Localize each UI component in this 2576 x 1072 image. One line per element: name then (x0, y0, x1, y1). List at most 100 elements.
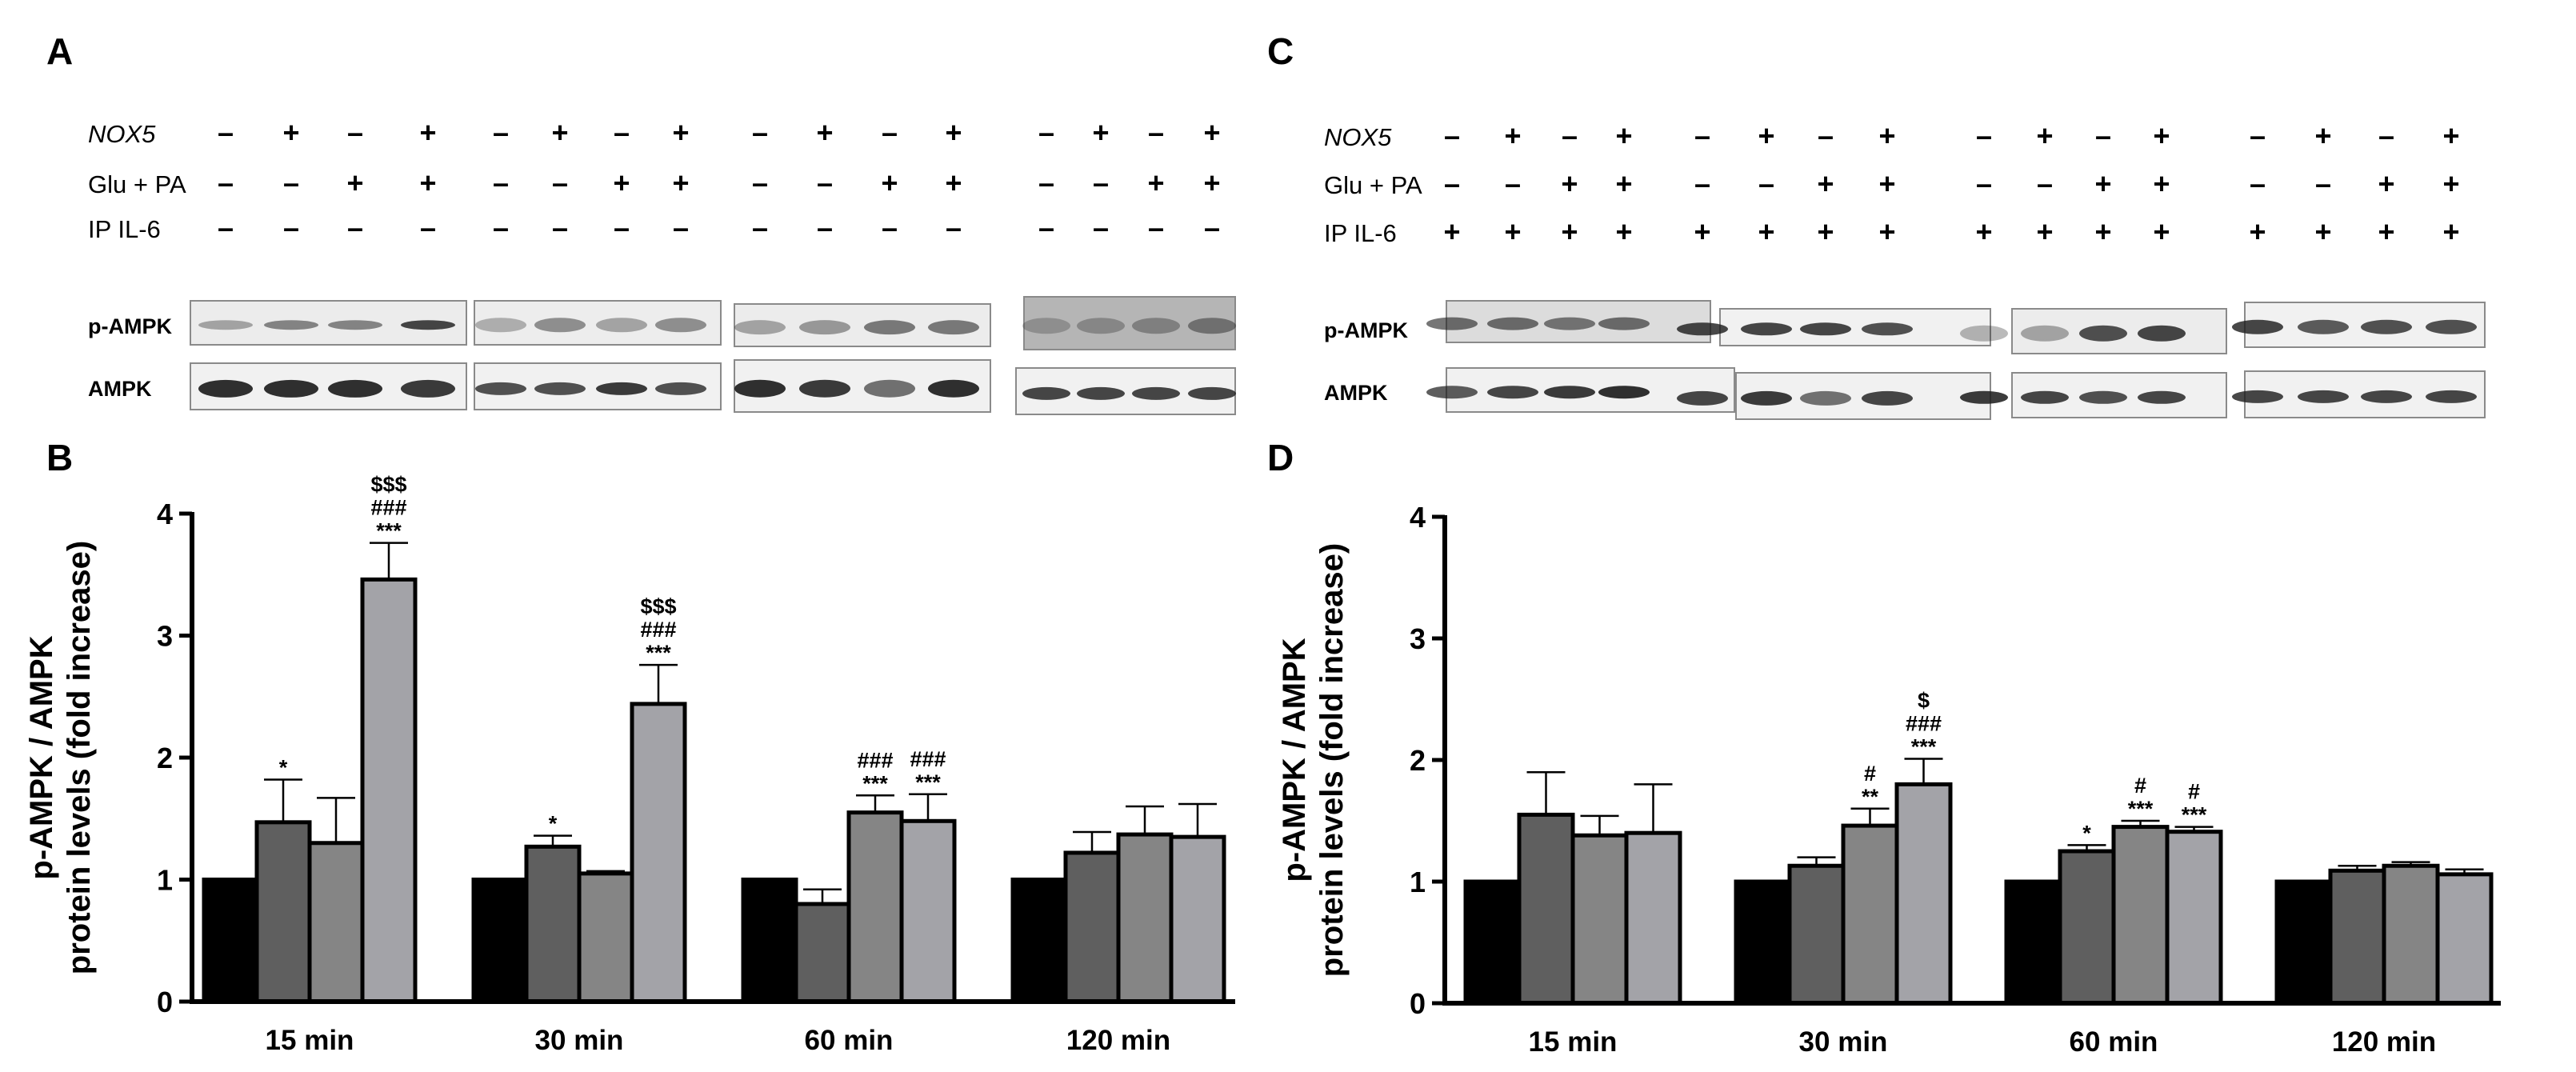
sign-glu-pa: – (1444, 167, 1460, 200)
sign-glu-pa: – (2315, 167, 2331, 200)
sign-glu-pa: – (1694, 167, 1710, 200)
sign-nox5: – (218, 116, 234, 149)
sign-glu-pa: – (2250, 167, 2266, 200)
x-tick-label: 60 min (2070, 1026, 2158, 1058)
sign-nox5: – (614, 116, 630, 149)
blot-membrane (474, 300, 722, 346)
sign-nox5: – (2250, 119, 2266, 152)
significance-marker: *** (646, 641, 671, 665)
sign-nox5: – (1818, 119, 1834, 152)
blot-a-bands (190, 296, 1236, 415)
ip-il6-label: IP IL-6 (1324, 219, 1397, 247)
sign-ip-il6: – (1204, 211, 1220, 244)
sign-glu-pa: + (2442, 167, 2459, 200)
protein-band (328, 320, 382, 330)
sign-ip-il6: + (1878, 215, 1895, 248)
sign-nox5: – (1444, 119, 1460, 152)
bar (524, 844, 582, 1004)
sign-ip-il6: + (1504, 215, 1521, 248)
blot-c-sign-grid: – + – + – + – + – + – + – + – + – – + + – – + + – – + + – – + + + + + + + + + +… (1443, 119, 2459, 248)
significance-marker: *** (915, 770, 941, 794)
protein-band (1188, 318, 1236, 334)
sign-ip-il6: – (1093, 211, 1109, 244)
protein-band (264, 320, 318, 330)
sign-ip-il6: – (1038, 211, 1054, 244)
protein-band (2021, 390, 2069, 404)
sign-glu-pa: + (346, 166, 363, 199)
protein-band (1677, 322, 1728, 336)
sign-nox5: + (282, 116, 299, 149)
sign-glu-pa: – (2037, 167, 2053, 200)
y-tick-label: 4 (1410, 501, 1426, 534)
sign-ip-il6: + (2378, 215, 2394, 248)
significance-marker: ### (910, 747, 946, 771)
protein-band (2232, 319, 2283, 334)
sign-glu-pa: – (1093, 166, 1109, 199)
bar (1063, 850, 1121, 1004)
protein-band (2232, 390, 2283, 403)
sign-nox5: + (1092, 116, 1109, 149)
y-tick-label: 1 (157, 864, 173, 897)
protein-band (1741, 322, 1792, 336)
blot-a-sign-grid: – + – + – + – + – + – + – + – + – – + + – – + + – – + + – – + + – – – – – – – –… (218, 116, 1221, 244)
sign-nox5: – (347, 116, 363, 149)
sign-nox5: + (551, 116, 568, 149)
sign-glu-pa: – (817, 166, 833, 199)
sign-nox5: – (1694, 119, 1710, 152)
sign-ip-il6: + (2249, 215, 2266, 248)
protein-band (198, 320, 253, 330)
sign-glu-pa: + (881, 166, 898, 199)
y-tick-label: 1 (1410, 866, 1426, 898)
sign-glu-pa: – (752, 166, 768, 199)
y-tick-label: 2 (157, 742, 173, 774)
protein-band (2361, 390, 2412, 403)
sign-ip-il6: – (552, 211, 568, 244)
sign-nox5: + (945, 116, 962, 149)
bar (1894, 782, 1953, 1006)
protein-band (1544, 317, 1595, 330)
sign-ip-il6: + (1615, 215, 1632, 248)
sign-ip-il6: – (946, 211, 962, 244)
bar (2004, 879, 2062, 1006)
y-axis-label-line-1: p-AMPK / AMPK (1277, 638, 1312, 882)
sign-glu-pa: + (2153, 167, 2170, 200)
sign-ip-il6: + (2314, 215, 2331, 248)
sign-nox5: – (1976, 119, 1992, 152)
protein-band (1426, 386, 1478, 399)
protein-band (1544, 386, 1595, 399)
protein-band (1741, 390, 1792, 406)
significance-marker: ### (640, 618, 676, 642)
protein-band (2021, 325, 2069, 342)
bar (1169, 834, 1226, 1004)
significance-marker: *** (2128, 797, 2154, 821)
protein-band (596, 318, 647, 333)
protein-band (734, 379, 786, 398)
protein-band (2079, 325, 2127, 342)
significance-marker: # (2134, 774, 2146, 798)
sign-ip-il6: – (420, 211, 436, 244)
sign-ip-il6: + (1694, 215, 1710, 248)
bar (360, 577, 418, 1004)
significance-marker: ### (857, 748, 893, 772)
bar (2328, 868, 2386, 1006)
y-tick-label: 0 (157, 986, 173, 1018)
protein-band (198, 379, 253, 398)
sign-glu-pa: – (552, 166, 568, 199)
bar (899, 818, 957, 1004)
protein-band (1022, 318, 1070, 334)
significance-marker: ** (1862, 785, 1879, 809)
sign-ip-il6: + (2153, 215, 2170, 248)
sign-ip-il6: – (673, 211, 689, 244)
bar (202, 878, 259, 1004)
protein-band (655, 382, 706, 395)
sign-ip-il6: – (614, 211, 630, 244)
protein-band (2426, 390, 2477, 403)
protein-band (1800, 390, 1851, 406)
sign-glu-pa: – (1758, 167, 1774, 200)
protein-band (1077, 318, 1125, 334)
sign-glu-pa: – (1976, 167, 1992, 200)
sign-nox5: + (419, 116, 436, 149)
significance-marker: $$$ (370, 473, 406, 497)
sign-ip-il6: – (493, 211, 509, 244)
